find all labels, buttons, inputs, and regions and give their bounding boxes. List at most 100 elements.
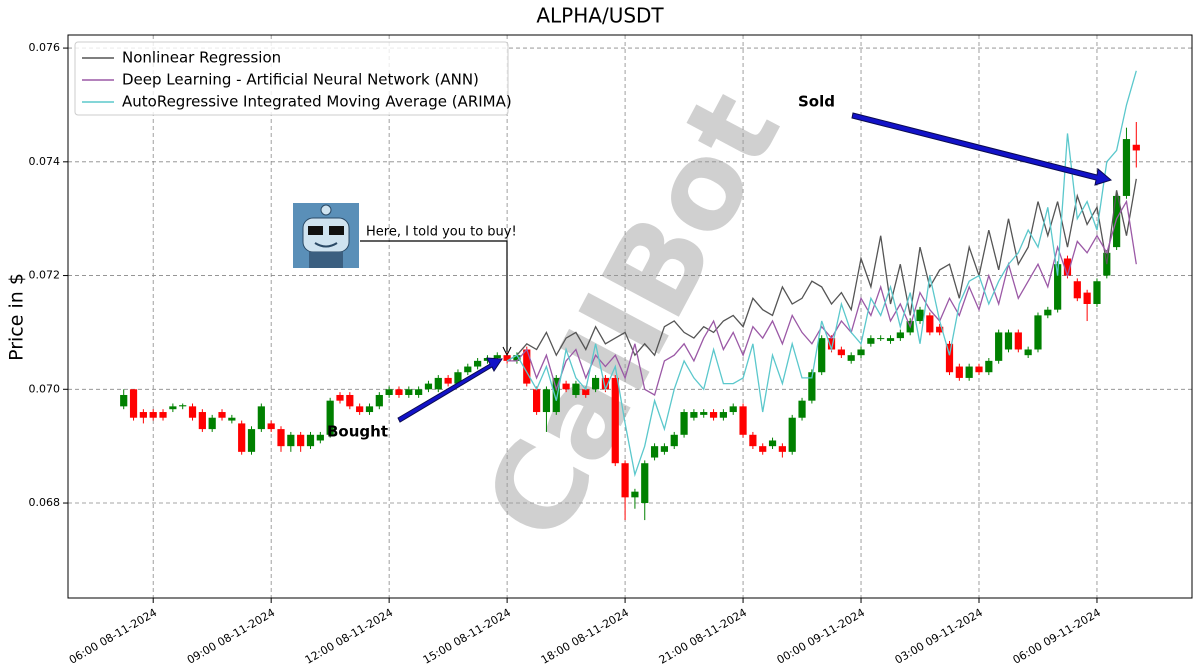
candle-body <box>827 338 836 350</box>
candle-body <box>886 338 895 341</box>
candle-body <box>454 372 462 384</box>
candle-body <box>582 389 590 395</box>
series-line <box>507 199 1137 396</box>
candle-body <box>916 309 924 322</box>
candle-body <box>336 394 344 401</box>
candle-body <box>857 349 865 356</box>
candle-body <box>975 366 983 373</box>
y-tick-label: 0.076 <box>29 41 61 54</box>
candle-body <box>650 446 659 458</box>
y-axis-label: Price in $ <box>6 273 28 361</box>
candle-body <box>297 434 305 447</box>
candle-body <box>808 372 816 401</box>
candle-body <box>660 446 669 452</box>
candle-body <box>365 406 374 413</box>
candle-body <box>523 349 531 384</box>
legend-box <box>74 41 509 116</box>
candle-body <box>788 417 796 452</box>
sold-arrow <box>851 112 1113 186</box>
marks <box>120 70 1140 521</box>
candle-body <box>1024 349 1032 356</box>
robot-body <box>309 252 343 268</box>
candle-body <box>1044 309 1052 316</box>
candle-body <box>1083 292 1091 304</box>
candle-body <box>768 440 777 447</box>
robot-smile <box>314 242 338 248</box>
bought-arrow <box>397 357 503 423</box>
candle-body <box>847 355 855 361</box>
candle-body <box>277 429 285 447</box>
candle-body <box>316 434 324 441</box>
candle-body <box>179 405 187 407</box>
candle-body <box>474 360 482 367</box>
candle-body <box>326 400 334 435</box>
annotation: Bought <box>327 423 388 441</box>
candle-body <box>690 412 698 418</box>
candle-body <box>1014 332 1022 350</box>
annotation-connector <box>360 240 508 352</box>
candle-body <box>1093 281 1101 304</box>
candle-body <box>955 366 963 378</box>
candle-body <box>837 349 845 356</box>
candle-body <box>208 417 216 430</box>
candle-body <box>631 491 639 498</box>
legend-label: Nonlinear Regression <box>122 49 281 67</box>
candle-body <box>1034 315 1042 350</box>
candle-body <box>120 394 128 407</box>
candle-body <box>533 389 541 413</box>
candle-body <box>159 412 167 418</box>
candle-body <box>287 434 295 447</box>
candle-body <box>356 406 364 413</box>
candle-body <box>798 400 806 418</box>
legend-label: AutoRegressive Integrated Moving Average… <box>122 93 512 111</box>
plot-frame <box>67 34 1193 599</box>
robot-icon <box>293 203 359 268</box>
candle-body <box>375 394 383 407</box>
chart-title: ALPHA/USDT <box>536 4 664 28</box>
candle-body <box>867 338 875 344</box>
candle-body <box>965 366 973 378</box>
robot-antenna <box>320 204 332 216</box>
candle-body <box>719 412 727 418</box>
annotation-layer: Here, I told you to buy! Bought Sold <box>293 93 1113 441</box>
candle-body <box>247 429 256 452</box>
candle-body <box>228 417 236 421</box>
candle-body <box>729 406 737 413</box>
candle-body <box>424 383 433 390</box>
candle-body <box>778 446 786 452</box>
candle-body <box>945 343 954 373</box>
candle-body <box>346 394 354 407</box>
candle-body <box>611 377 619 464</box>
candle-body <box>877 338 885 340</box>
candle-body <box>149 412 157 418</box>
candle-body <box>513 355 521 361</box>
legend: Nonlinear Regression Deep Learning - Arti… <box>74 41 512 116</box>
candle-body <box>936 326 944 333</box>
series-line <box>506 178 1137 362</box>
candle-body <box>1113 195 1121 248</box>
candle-body <box>591 377 600 390</box>
candle-body <box>188 406 197 418</box>
candle-body <box>542 389 551 413</box>
candle-body <box>1063 258 1072 276</box>
candle-body <box>552 377 560 413</box>
candle-body <box>405 389 413 395</box>
candle-body <box>129 389 138 418</box>
candle-body <box>169 406 177 410</box>
legend-label: Deep Learning - Artificial Neural Networ… <box>122 71 479 89</box>
candle-body <box>1073 281 1081 299</box>
candle-body <box>503 355 511 361</box>
candle-body <box>434 377 442 390</box>
candle-body <box>415 389 423 395</box>
candle-body <box>1004 332 1013 350</box>
candle-body <box>395 389 403 395</box>
annotation: Sold <box>798 93 835 111</box>
candle-body <box>267 423 275 430</box>
candle-body <box>601 377 610 390</box>
candle-body <box>896 332 904 339</box>
candle-body <box>493 355 501 359</box>
candle-body <box>238 423 246 452</box>
candle-body <box>1054 264 1062 310</box>
candle-body <box>572 383 580 395</box>
candle-body <box>444 377 452 384</box>
